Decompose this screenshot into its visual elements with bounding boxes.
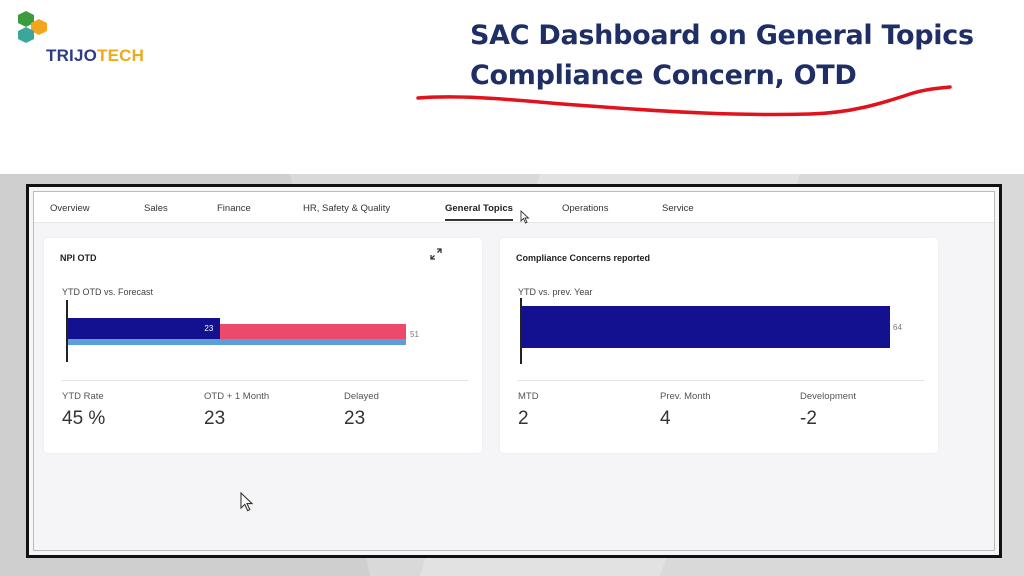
dashboard-screenshot: Overview Sales Finance HR, Safety & Qual… [26,184,1002,558]
actual-value-label: 23 [204,324,214,333]
tab-operations[interactable]: Operations [562,203,609,214]
tab-general-topics[interactable]: General Topics [445,203,513,214]
npi-otd-card: NPI OTD YTD OTD vs. Forecast 23 51 YTD R… [44,238,482,453]
headline-line-1: SAC Dashboard on General Topics [470,20,974,51]
compliance-bar-chart: 64 [520,298,902,364]
tab-sales[interactable]: Sales [144,203,168,214]
chart-subtitle: YTD vs. prev. Year [518,287,593,297]
tab-finance[interactable]: Finance [217,203,251,214]
actual-bar [68,318,221,339]
kpi-value-ytd-rate: 45 % [62,408,106,429]
tab-hr-safety-quality[interactable]: HR, Safety & Quality [303,203,391,214]
tab-service[interactable]: Service [662,203,694,214]
tab-bar: Overview Sales Finance HR, Safety & Qual… [34,192,994,224]
card-title: Compliance Concerns reported [516,253,651,263]
kpi-label-prev-month: Prev. Month [660,391,711,402]
card-divider [518,380,924,381]
handdrawn-underline [416,85,952,117]
compliance-value-label: 64 [893,323,902,332]
hexagon-logo-icon [18,11,47,43]
kpi-label-delayed: Delayed [344,391,379,402]
kpi-value-delayed: 23 [344,408,366,429]
kpi-label-mtd: MTD [518,391,539,402]
tab-overview[interactable]: Overview [50,203,90,214]
chart-axis-line [66,300,68,362]
kpi-label-development: Development [800,391,856,402]
chart-axis-line [520,298,522,364]
kpi-label-otd-plus-1-month: OTD + 1 Month [204,391,270,402]
otd-bar-chart: 23 51 [66,300,446,362]
card-divider [62,380,468,381]
trijotech-logo: TRIJOTECH [14,8,154,68]
dashboard-viewport: Overview Sales Finance HR, Safety & Qual… [33,191,995,551]
kpi-value-otd-plus-1-month: 23 [204,408,226,429]
expand-arrows-icon[interactable] [429,247,443,261]
active-tab-indicator [445,219,513,221]
mouse-pointer-icon [520,210,530,224]
card-title: NPI OTD [60,253,97,263]
compliance-concerns-card: Compliance Concerns reported YTD vs. pre… [500,238,938,453]
chart-subtitle: YTD OTD vs. Forecast [62,287,154,297]
forecast-value-label: 51 [410,330,419,339]
mouse-pointer-icon [240,492,254,512]
compliance-bar [522,306,890,348]
headline-line-2: Compliance Concern, OTD [470,60,857,91]
kpi-value-mtd: 2 [518,408,529,429]
brand-name: TRIJOTECH [46,46,145,65]
slide-headline: SAC Dashboard on General Topics Complian… [470,16,974,96]
kpi-value-prev-month: 4 [660,408,671,429]
kpi-label-ytd-rate: YTD Rate [62,391,104,402]
kpi-value-development: -2 [800,408,817,429]
baseline-bar [68,339,406,345]
